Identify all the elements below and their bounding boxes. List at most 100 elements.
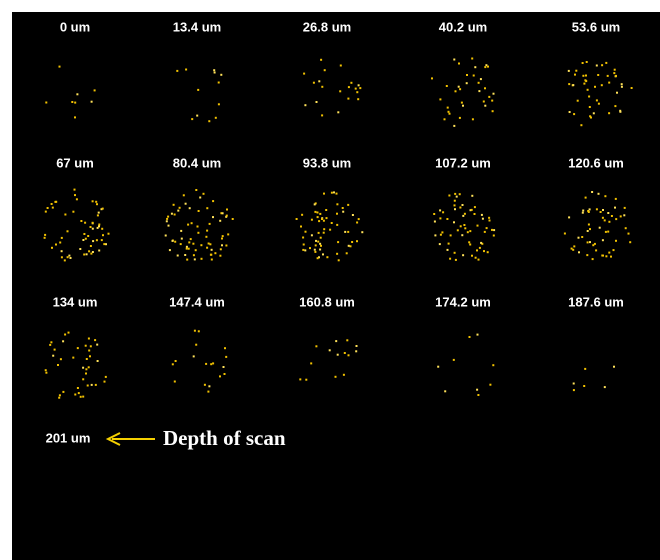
speckle xyxy=(356,240,358,242)
speckle xyxy=(348,354,350,356)
speckle xyxy=(317,212,319,214)
speckle xyxy=(568,216,570,218)
speckle xyxy=(92,240,94,242)
speckle xyxy=(347,204,349,206)
speckle xyxy=(601,64,603,66)
speckle xyxy=(185,69,187,71)
speckle xyxy=(453,359,455,361)
speckle xyxy=(74,194,76,196)
speckle xyxy=(573,245,575,247)
speckle xyxy=(344,231,346,233)
speckle xyxy=(336,193,338,195)
speckle xyxy=(486,227,488,229)
speckle xyxy=(318,220,320,222)
speckle xyxy=(62,391,64,393)
speckle xyxy=(568,70,570,72)
speckle xyxy=(195,189,197,191)
speckle xyxy=(344,352,346,354)
speckle xyxy=(340,65,342,67)
speckle xyxy=(462,254,464,256)
figure: 201 um Depth of scan 0 um13.4 um26.8 um4… xyxy=(0,0,660,560)
speckle xyxy=(583,83,585,85)
speckle xyxy=(325,209,327,211)
speckle xyxy=(226,209,228,211)
speckle xyxy=(604,386,606,388)
speckle xyxy=(608,221,610,223)
speckle xyxy=(449,258,451,260)
speckle xyxy=(49,344,51,346)
speckle xyxy=(348,245,350,247)
speckle xyxy=(600,211,602,213)
speckle xyxy=(476,389,478,391)
speckle xyxy=(474,206,476,208)
speckle xyxy=(331,222,333,224)
speckle xyxy=(64,259,66,261)
speckle xyxy=(592,244,594,246)
speckle xyxy=(168,225,170,227)
speckle xyxy=(209,223,211,225)
speckle xyxy=(177,210,179,212)
speckle xyxy=(220,248,222,250)
speckle xyxy=(214,72,216,74)
speckle xyxy=(222,235,224,237)
speckle xyxy=(62,340,64,342)
speckle xyxy=(458,63,460,65)
speckle xyxy=(468,241,470,243)
speckle xyxy=(193,254,195,256)
depth-label: 80.4 um xyxy=(173,155,221,170)
speckle xyxy=(80,220,82,222)
speckle xyxy=(213,69,215,71)
speckle xyxy=(335,340,337,342)
speckle xyxy=(628,233,630,235)
speckle xyxy=(614,207,616,209)
speckle xyxy=(351,241,353,243)
speckle xyxy=(176,70,178,72)
speckle xyxy=(472,118,474,120)
speckle xyxy=(350,82,352,84)
speckle xyxy=(83,233,85,235)
speckle xyxy=(580,124,582,126)
speckle xyxy=(90,226,92,228)
speckle xyxy=(574,74,576,76)
speckle xyxy=(613,366,615,368)
speckle xyxy=(596,208,598,210)
speckle xyxy=(324,69,326,71)
speckle xyxy=(608,252,610,254)
speckle xyxy=(477,225,479,227)
speckle xyxy=(61,250,63,252)
speckle xyxy=(195,249,197,251)
speckle xyxy=(50,341,52,343)
speckle xyxy=(210,363,212,365)
speckle xyxy=(463,224,465,226)
speckle xyxy=(203,193,205,195)
speckle xyxy=(339,90,341,92)
speckle xyxy=(473,75,475,77)
depth-label: 40.2 um xyxy=(439,19,487,34)
speckle xyxy=(478,82,480,84)
speckle xyxy=(439,217,441,219)
speckle xyxy=(314,211,316,213)
speckle xyxy=(321,86,323,88)
speckle xyxy=(76,198,78,200)
speckle xyxy=(588,211,590,213)
speckle xyxy=(336,213,338,215)
speckle xyxy=(582,75,584,77)
speckle xyxy=(569,111,571,113)
speckle xyxy=(454,193,456,195)
speckle xyxy=(439,243,441,245)
speckle xyxy=(45,369,47,371)
speckle xyxy=(347,98,349,100)
speckle xyxy=(598,193,600,195)
speckle xyxy=(322,253,324,255)
speckle xyxy=(448,195,450,197)
speckle xyxy=(471,209,473,211)
speckle xyxy=(225,245,227,247)
speckle xyxy=(44,234,46,236)
speckle xyxy=(484,231,486,233)
speckle xyxy=(582,210,584,212)
speckle xyxy=(594,86,596,88)
speckle xyxy=(610,256,612,258)
speckle xyxy=(315,345,317,347)
speckle xyxy=(61,256,63,258)
speckle xyxy=(440,234,442,236)
